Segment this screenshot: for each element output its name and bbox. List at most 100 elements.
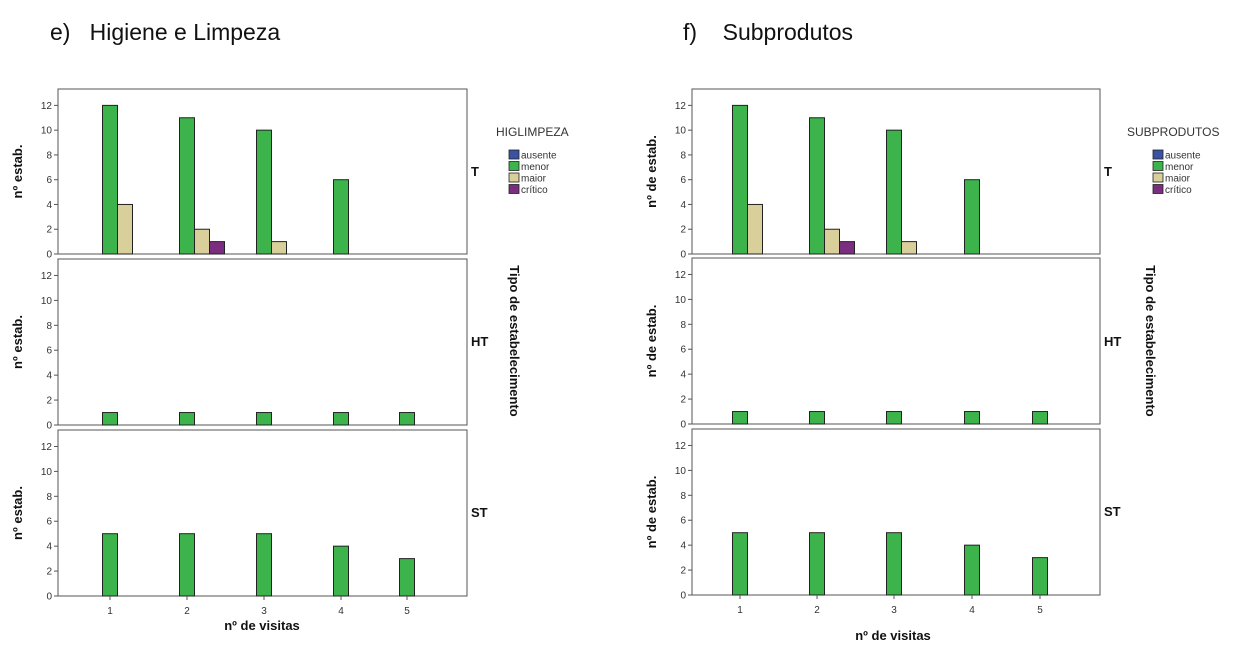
x-axis-label: nº de visitas — [855, 628, 931, 643]
x-axis-label: nº de visitas — [224, 618, 300, 633]
bar-menor — [809, 411, 825, 425]
bar-menor — [886, 411, 902, 425]
x-tick-label: 4 — [969, 605, 975, 616]
y-tick-label: 2 — [46, 225, 52, 236]
y-tick-label: 0 — [46, 421, 52, 432]
x-tick-label: 1 — [737, 605, 743, 616]
legend-swatch-ausente — [1152, 149, 1164, 160]
legend-swatch-menor — [508, 161, 520, 171]
legend-swatch-menor — [1152, 161, 1164, 171]
y-axis-label: nº de estab. — [644, 476, 659, 549]
bar-maior — [194, 228, 210, 255]
panel-label: HT — [1104, 334, 1121, 349]
y-tick-label: 0 — [46, 592, 52, 603]
legend-label: ausente — [1165, 151, 1201, 162]
bar-menor — [102, 104, 118, 255]
bar-menor — [179, 117, 195, 255]
x-tick-label: 2 — [184, 606, 190, 617]
legend-label: ausente — [521, 151, 557, 162]
bar-crítico — [839, 241, 855, 255]
panel-label: T — [1104, 164, 1112, 179]
y-tick-label: 4 — [680, 541, 686, 552]
x-tick-label: 5 — [1037, 605, 1043, 616]
y-tick-label: 2 — [680, 566, 686, 577]
y-tick-label: 12 — [675, 441, 687, 452]
bar-maior — [824, 228, 840, 255]
bar-menor — [399, 558, 415, 597]
y-tick-label: 2 — [46, 396, 52, 407]
bar-menor — [809, 117, 825, 255]
y-axis-label: nº de estab. — [644, 135, 659, 208]
y-axis-label: nº estab. — [10, 315, 25, 369]
y-tick-label: 12 — [675, 101, 687, 112]
y-tick-label: 12 — [41, 101, 53, 112]
legend-label: menor — [1165, 162, 1194, 173]
bar-menor — [732, 532, 748, 596]
bar-menor — [333, 179, 349, 255]
bar-menor — [256, 412, 272, 426]
y-tick-label: 8 — [680, 491, 686, 502]
bar-menor — [886, 129, 902, 255]
panel-label: ST — [471, 505, 488, 520]
panel-label: HT — [471, 334, 488, 349]
y-tick-label: 4 — [680, 370, 686, 381]
x-tick-label: 2 — [814, 605, 820, 616]
bar-crítico — [209, 241, 225, 255]
legend-swatch-crítico — [1152, 184, 1164, 194]
x-tick-label: 3 — [891, 605, 897, 616]
legend-swatch-maior — [1152, 172, 1164, 183]
facet-title: Tipo de estabelecimento — [1143, 265, 1158, 417]
bar-menor — [399, 412, 415, 426]
x-tick-label: 1 — [107, 606, 113, 617]
bar-menor — [809, 532, 825, 596]
bar-menor — [179, 412, 195, 426]
y-tick-label: 6 — [680, 516, 686, 527]
bar-menor — [964, 544, 980, 596]
y-tick-label: 4 — [680, 200, 686, 211]
y-tick-label: 8 — [680, 150, 686, 161]
legend-title: HIGLIMPEZA — [496, 125, 569, 139]
panel-label: T — [471, 164, 479, 179]
legend-swatch-ausente — [508, 149, 520, 160]
y-tick-label: 4 — [46, 200, 52, 211]
bar-menor — [964, 411, 980, 425]
y-tick-label: 10 — [41, 296, 53, 307]
bar-menor — [732, 411, 748, 425]
chart-heading: e) Higiene e Limpeza — [50, 19, 280, 45]
y-tick-label: 4 — [46, 542, 52, 553]
y-tick-label: 10 — [675, 295, 687, 306]
y-tick-label: 8 — [46, 321, 52, 332]
legend-swatch-maior — [508, 172, 520, 183]
y-tick-label: 10 — [675, 126, 687, 137]
y-tick-label: 6 — [46, 346, 52, 357]
bar-maior — [271, 241, 287, 255]
x-tick-label: 5 — [404, 606, 410, 617]
y-tick-label: 2 — [680, 225, 686, 236]
bar-menor — [256, 129, 272, 255]
x-tick-label: 3 — [261, 606, 267, 617]
legend-label: crítico — [521, 185, 548, 196]
panel-label: ST — [1104, 504, 1121, 519]
y-tick-label: 0 — [680, 250, 686, 261]
y-tick-label: 10 — [675, 466, 687, 477]
y-tick-label: 12 — [675, 270, 687, 281]
y-tick-label: 6 — [46, 175, 52, 186]
bar-maior — [117, 203, 133, 255]
y-axis-label: nº estab. — [10, 486, 25, 540]
panel-frame — [57, 258, 468, 426]
y-tick-label: 0 — [46, 250, 52, 261]
y-tick-label: 12 — [41, 271, 53, 282]
panel-frame — [691, 257, 1101, 425]
bar-maior — [747, 203, 763, 255]
bar-menor — [964, 179, 980, 255]
y-axis-label: nº estab. — [10, 145, 25, 199]
bar-menor — [333, 412, 349, 426]
bar-menor — [1032, 557, 1048, 596]
bar-menor — [256, 533, 272, 597]
y-tick-label: 6 — [680, 175, 686, 186]
bar-menor — [102, 533, 118, 597]
bar-maior — [901, 241, 917, 255]
y-tick-label: 0 — [680, 591, 686, 602]
y-tick-label: 6 — [680, 345, 686, 356]
